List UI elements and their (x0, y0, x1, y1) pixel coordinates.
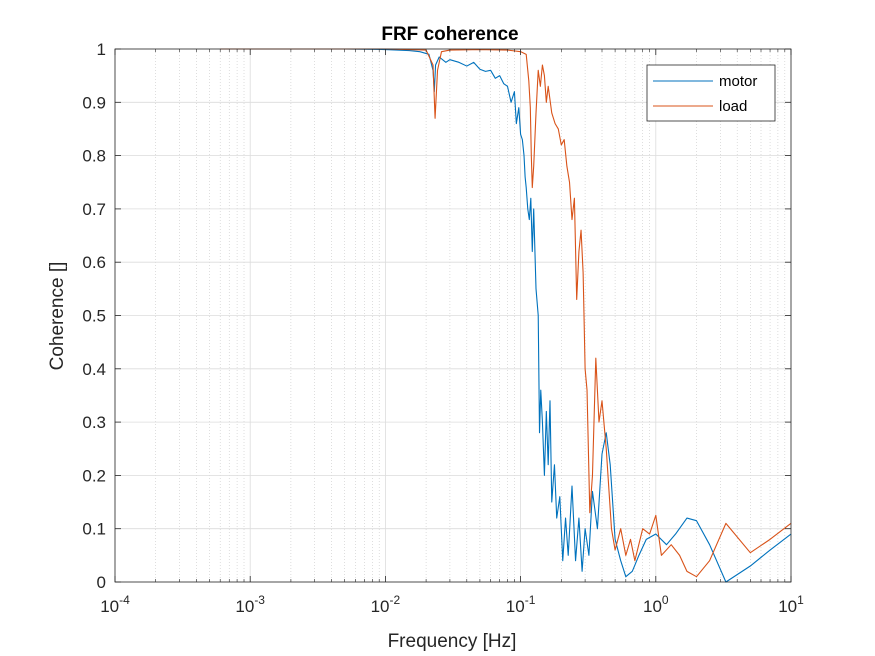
y-tick-label: 0.4 (82, 360, 106, 379)
legend: motor load (646, 64, 776, 122)
x-tick-label: 10-2 (371, 593, 401, 616)
legend-label-motor: motor (719, 73, 757, 90)
y-tick-label: 0.7 (82, 200, 106, 219)
y-tick-label: 0.3 (82, 413, 106, 432)
x-axis-label: Frequency [Hz] (388, 631, 517, 652)
x-tick-label: 100 (643, 593, 669, 616)
y-tick-label: 1 (97, 40, 106, 59)
x-tick-labels: 10-4 10-3 10-2 10-1 100 101 (100, 593, 804, 616)
x-tick-label: 10-4 (100, 593, 130, 616)
y-tick-label: 0.8 (82, 147, 106, 166)
chart-title: FRF coherence (381, 24, 518, 45)
y-tick-label: 0.1 (82, 520, 106, 539)
y-axis-label: Coherence [] (47, 262, 68, 371)
y-tick-label: 0.2 (82, 466, 106, 485)
series-line-motor (220, 48, 792, 583)
y-tick-label: 0.9 (82, 93, 106, 112)
tick-marks (114, 48, 792, 583)
y-tick-label: 0.6 (82, 253, 106, 272)
y-tick-label: 0.5 (82, 307, 106, 326)
y-tick-labels: 0 0.1 0.2 0.3 0.4 0.5 0.6 0.7 0.8 0.9 1 (82, 40, 106, 592)
x-tick-label: 101 (778, 593, 804, 616)
x-tick-label: 10-1 (506, 593, 536, 616)
minor-grid (155, 49, 786, 582)
legend-box (646, 64, 776, 122)
y-tick-label: 0 (97, 573, 106, 592)
x-tick-label: 10-3 (235, 593, 265, 616)
legend-label-load: load (719, 98, 747, 115)
